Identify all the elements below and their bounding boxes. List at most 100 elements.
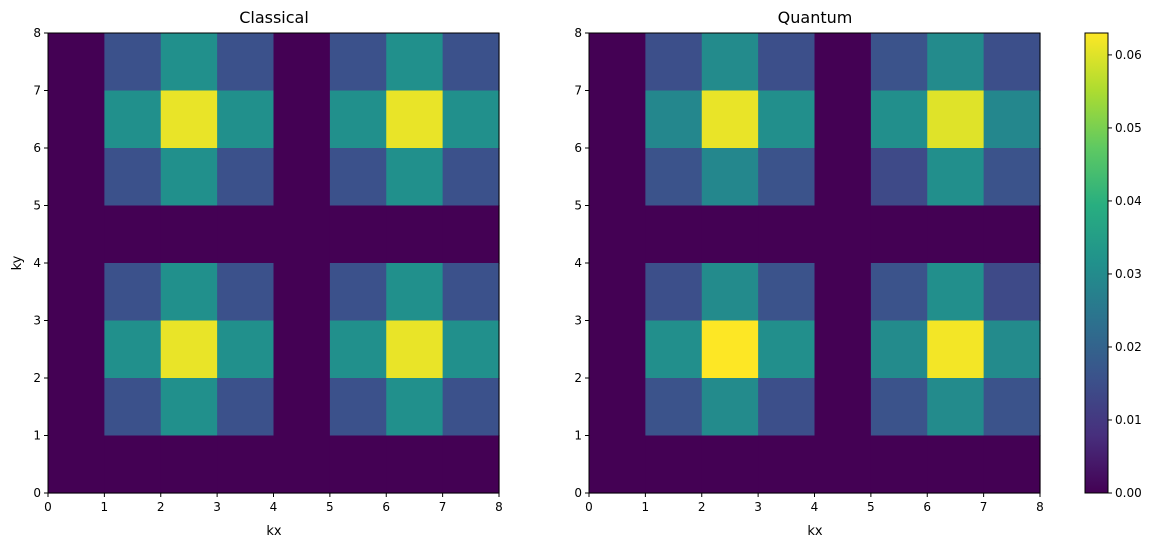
heatmap-cell: [645, 320, 703, 379]
heatmap-cells-classical: [48, 33, 500, 494]
heatmap-cell: [758, 435, 816, 494]
heatmap-cell: [758, 33, 816, 92]
x-tick-label: 6: [923, 500, 931, 514]
y-tick-label: 0: [33, 486, 41, 500]
heatmap-cell: [104, 205, 162, 264]
heatmap-cell: [48, 320, 105, 379]
heatmap-cell: [814, 320, 872, 379]
heatmap-cell: [870, 90, 928, 149]
colorbar-frame: [1084, 32, 1109, 494]
heatmap-cell: [983, 205, 1041, 264]
heatmap-cell: [273, 205, 331, 264]
x-tick-label: 8: [1036, 500, 1044, 514]
heatmap-cell: [329, 90, 387, 149]
heatmap-cell: [273, 90, 331, 149]
heatmap-cell: [927, 435, 985, 494]
heatmap-cell: [589, 33, 646, 92]
y-tick-label: 4: [33, 256, 41, 270]
y-tick-label: 6: [574, 141, 582, 155]
heatmap-cell: [645, 33, 703, 92]
x-tick-label: 0: [44, 500, 52, 514]
heatmap-cell: [927, 378, 985, 437]
x-tick-label: 1: [642, 500, 650, 514]
heatmap-cell: [645, 263, 703, 322]
heatmap-cell: [329, 320, 387, 379]
y-tick-label: 7: [574, 84, 582, 98]
y-tick-label: 4: [574, 256, 582, 270]
x-tick-label: 4: [270, 500, 278, 514]
heatmap-cell: [48, 33, 105, 92]
heatmap-cell: [160, 320, 218, 379]
heatmap-cell: [273, 263, 331, 322]
heatmap-cell: [758, 90, 816, 149]
heatmap-cell: [645, 378, 703, 437]
heatmap-cell: [701, 378, 759, 437]
heatmap-cell: [273, 33, 331, 92]
heatmap-cell: [160, 263, 218, 322]
y-tick-label: 7: [33, 84, 41, 98]
heatmap-cell: [160, 205, 218, 264]
heatmap-cell: [701, 205, 759, 264]
heatmap-cell: [589, 90, 646, 149]
heatmap-cell: [701, 435, 759, 494]
heatmap-cell: [217, 320, 275, 379]
heatmap-cell: [48, 263, 105, 322]
heatmap-cell: [758, 378, 816, 437]
heatmap-cell: [386, 320, 444, 379]
heatmap-cell: [870, 435, 928, 494]
heatmap-cell: [927, 320, 985, 379]
heatmap-cell: [217, 205, 275, 264]
heatmap-cell: [273, 320, 331, 379]
heatmap-cell: [48, 205, 105, 264]
y-tick-label: 1: [574, 429, 582, 443]
heatmap-cell: [927, 90, 985, 149]
chart-title-quantum: Quantum: [778, 8, 853, 27]
heatmap-cell: [273, 148, 331, 207]
heatmap-cell: [927, 148, 985, 207]
heatmap-cell: [442, 435, 500, 494]
heatmap-cell: [758, 205, 816, 264]
heatmap-cell: [589, 320, 646, 379]
colorbar: 0.00 0.01 0.02 0.03 0.04 0.05 0.06: [1084, 32, 1142, 500]
heatmap-cell: [927, 33, 985, 92]
heatmap-cell: [386, 33, 444, 92]
heatmap-cell: [814, 378, 872, 437]
heatmap-cell: [983, 435, 1041, 494]
heatmap-cell: [870, 148, 928, 207]
heatmap-cell: [48, 148, 105, 207]
x-tick-label: 7: [439, 500, 447, 514]
heatmap-cell: [983, 320, 1041, 379]
y-tick-label: 1: [33, 429, 41, 443]
heatmap-cell: [814, 33, 872, 92]
heatmap-cell: [386, 148, 444, 207]
y-tick-label: 8: [574, 26, 582, 40]
heatmap-cell: [870, 205, 928, 264]
colorbar-tick-label: 0.03: [1115, 267, 1142, 281]
y-tick-label: 3: [574, 314, 582, 328]
heatmap-cell: [814, 205, 872, 264]
heatmap-cell: [442, 33, 500, 92]
heatmap-cell: [386, 378, 444, 437]
heatmap-cell: [217, 263, 275, 322]
heatmap-cell: [48, 378, 105, 437]
heatmap-cell: [870, 263, 928, 322]
heatmap-cell: [48, 90, 105, 149]
x-tick-label: 2: [698, 500, 706, 514]
y-tick-label: 2: [33, 371, 41, 385]
y-tick-label: 3: [33, 314, 41, 328]
x-axis-label-quantum: kx: [807, 524, 823, 539]
heatmap-cell: [104, 378, 162, 437]
heatmap-cell: [48, 435, 105, 494]
colorbar-tick-label: 0.05: [1115, 121, 1142, 135]
x-tick-label: 8: [495, 500, 503, 514]
x-tick-label: 4: [811, 500, 819, 514]
heatmap-cell: [329, 33, 387, 92]
heatmap-cell: [701, 90, 759, 149]
colorbar-tick-label: 0.06: [1115, 48, 1142, 62]
heatmap-cell: [160, 435, 218, 494]
x-tick-label: 7: [980, 500, 988, 514]
heatmap-cell: [758, 263, 816, 322]
x-tick-label: 3: [213, 500, 221, 514]
y-axis-label-classical: ky: [10, 255, 25, 270]
x-axis-label-classical: kx: [266, 524, 282, 539]
